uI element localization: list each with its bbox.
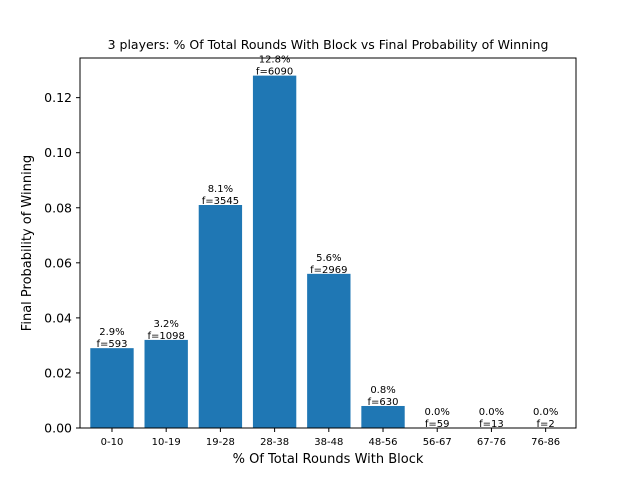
y-tick-label: 0.08 — [44, 200, 72, 215]
bar-frequency-label: f=2969 — [310, 265, 347, 276]
bar-percent-label: 0.0% — [533, 407, 558, 418]
x-ticks-layer: 0-10 10-19 19-28 28-38 38-48 48-56 56-67 67-76 7… — [101, 428, 560, 448]
bar-percent-label: 8.1% — [208, 184, 233, 195]
y-tick-label: 0.00 — [44, 421, 72, 436]
y-tick-label: 0.12 — [44, 90, 72, 105]
x-tick-label: 76-86 — [531, 437, 560, 448]
y-ticks-layer: 0.00 0.02 0.04 0.06 0.08 0.10 0.12 — [44, 90, 80, 436]
bar-frequency-label: f=6090 — [256, 67, 293, 78]
x-tick-label: 38-48 — [314, 437, 343, 448]
bar-percent-label: 0.8% — [370, 385, 395, 396]
bar-frequency-label: f=3545 — [202, 196, 239, 207]
bar-10-19 — [144, 339, 188, 428]
bar-percent-label: 5.6% — [316, 253, 341, 264]
y-tick-label: 0.02 — [44, 365, 72, 380]
plot-frame — [79, 57, 577, 429]
y-tick-label: 0.04 — [44, 310, 72, 325]
bars-layer — [90, 75, 405, 428]
bar-frequency-label: f=59 — [425, 419, 450, 430]
y-tick-label: 0.06 — [44, 255, 72, 270]
bar-percent-label: 12.8% — [259, 55, 291, 66]
x-tick-label: 19-28 — [206, 437, 235, 448]
bar-38-48 — [307, 273, 351, 428]
bar-0-10 — [90, 348, 134, 428]
axes-layer — [79, 57, 577, 429]
bar-labels-layer: 2.9%f=593 3.2%f=1098 8.1%f=3545 12.8%f=6090… — [96, 55, 558, 430]
bar-percent-label: 0.0% — [425, 407, 450, 418]
bar-frequency-label: f=593 — [96, 339, 127, 350]
bar-48-56 — [361, 405, 405, 428]
bar-frequency-label: f=13 — [479, 419, 504, 430]
chart-title: 3 players: % Of Total Rounds With Block … — [108, 37, 549, 52]
bar-28-38 — [252, 75, 297, 428]
x-tick-label: 10-19 — [152, 437, 181, 448]
bar-percent-label: 3.2% — [153, 319, 178, 330]
x-tick-label: 0-10 — [101, 437, 124, 448]
bar-percent-label: 2.9% — [99, 327, 124, 338]
bar-percent-label: 0.0% — [479, 407, 504, 418]
bar-frequency-label: f=2 — [537, 419, 555, 430]
bar-frequency-label: f=630 — [368, 397, 399, 408]
y-axis-label: Final Probability of Winning — [20, 155, 35, 331]
x-tick-label: 28-38 — [260, 437, 289, 448]
bar-frequency-label: f=1098 — [148, 331, 185, 342]
x-tick-label: 56-67 — [423, 437, 452, 448]
y-tick-label: 0.10 — [44, 145, 72, 160]
x-axis-label: % Of Total Rounds With Block — [233, 452, 424, 467]
bar-19-28 — [198, 205, 243, 428]
x-tick-label: 48-56 — [368, 437, 397, 448]
x-tick-label: 67-76 — [477, 437, 506, 448]
